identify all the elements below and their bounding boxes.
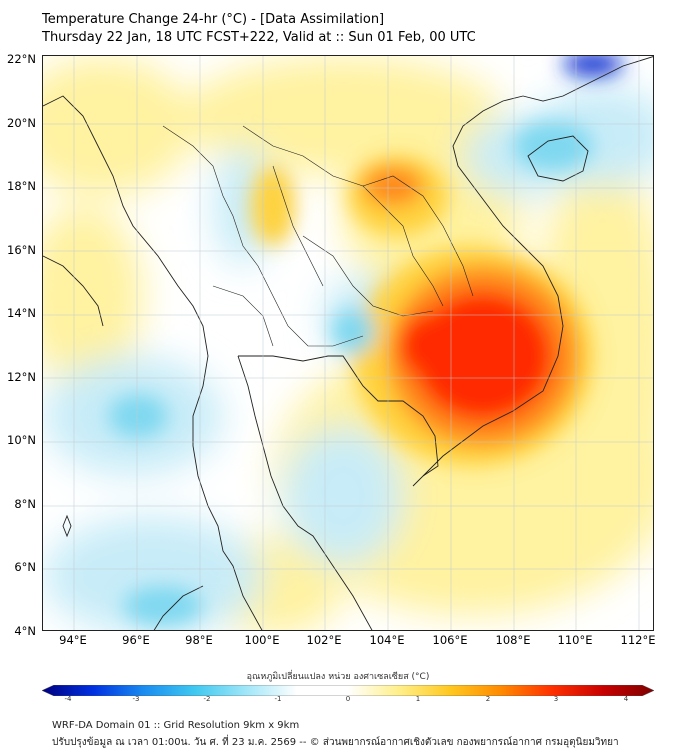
lon-label: 112°E: [620, 633, 656, 647]
lat-label: 14°N: [7, 306, 36, 320]
temperature-field: [43, 56, 653, 630]
lon-label: 98°E: [185, 633, 213, 647]
map-panel[interactable]: [42, 55, 654, 631]
colorbar-tick: 4: [623, 695, 629, 703]
lon-label: 102°E: [306, 633, 342, 647]
colorbar-tick: -4: [64, 695, 72, 703]
lon-label: 104°E: [369, 633, 405, 647]
lon-label: 106°E: [432, 633, 468, 647]
lat-label: 22°N: [7, 52, 36, 66]
colorbar-tick: 0: [345, 695, 351, 703]
colorbar-tick: -3: [132, 695, 140, 703]
colorbar-label: อุณหภูมิเปลี่ยนแปลง หน่วย องศาเซลเซียส (…: [246, 672, 430, 682]
map-subtitle: Thursday 22 Jan, 18 UTC FCST+222, Valid …: [42, 30, 476, 45]
lat-label: 18°N: [7, 179, 36, 193]
colorbar-tick: 1: [415, 695, 421, 703]
lon-label: 94°E: [59, 633, 87, 647]
footer-model-info: WRF-DA Domain 01 :: Grid Resolution 9km …: [52, 720, 300, 731]
footer-credit: ปรับปรุงข้อมูล ณ เวลา 01:00น. วัน ศ. ที่…: [52, 737, 619, 748]
lat-label: 16°N: [7, 243, 36, 257]
lat-label: 20°N: [7, 116, 36, 130]
colorbar-tick: -2: [203, 695, 211, 703]
lat-label: 4°N: [14, 624, 36, 638]
lon-label: 100°E: [244, 633, 280, 647]
lat-label: 8°N: [14, 497, 36, 511]
lat-label: 6°N: [14, 560, 36, 574]
lon-label: 110°E: [557, 633, 593, 647]
map-title: Temperature Change 24-hr (°C) - [Data As…: [42, 12, 385, 27]
colorbar: [41, 681, 655, 697]
graticule: [43, 56, 653, 630]
colorbar-tick: 3: [553, 695, 559, 703]
lon-label: 108°E: [495, 633, 531, 647]
lat-label: 10°N: [7, 433, 36, 447]
lon-label: 96°E: [122, 633, 150, 647]
colorbar-tick: 2: [485, 695, 491, 703]
lat-label: 12°N: [7, 370, 36, 384]
temperature-change-map: [43, 56, 653, 630]
colorbar-tick: -1: [274, 695, 282, 703]
coastlines: [43, 56, 653, 630]
